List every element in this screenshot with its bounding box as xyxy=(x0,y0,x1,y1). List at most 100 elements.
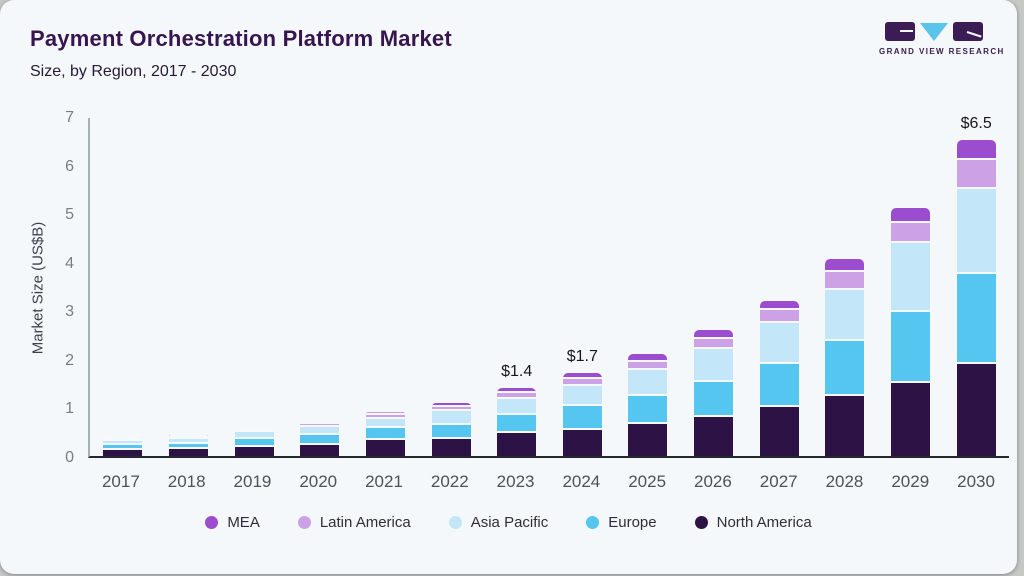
legend-label: MEA xyxy=(227,514,260,531)
segment-2022-latin-america xyxy=(431,406,471,412)
segment-2028-latin-america xyxy=(825,271,865,290)
segment-2027-north-america xyxy=(759,407,799,456)
stacked-bar-2027 xyxy=(759,300,799,456)
plot-area: $1.4 $1.7 $6.5 xyxy=(88,115,1009,458)
segment-2019-north-america xyxy=(234,446,274,456)
legend-dot-icon xyxy=(694,516,708,529)
segment-2018-europe xyxy=(168,443,208,450)
segment-2026-north-america xyxy=(694,416,734,456)
y-tick-3: 3 xyxy=(65,303,74,321)
segment-2026-latin-america xyxy=(694,338,734,350)
bar-slot-2024: $1.7 xyxy=(549,118,615,456)
stacked-bar-2025 xyxy=(628,354,668,456)
y-tick-5: 5 xyxy=(65,206,74,224)
legend-label: Asia Pacific xyxy=(470,514,549,531)
segment-2017-north-america xyxy=(103,450,143,456)
page-subtitle: Size, by Region, 2017 - 2030 xyxy=(30,63,237,80)
segment-2024-asia-pacific xyxy=(562,386,602,406)
x-tick-2026: 2026 xyxy=(694,472,732,491)
segment-2017-asia-pacific xyxy=(103,440,143,446)
y-tick-1: 1 xyxy=(65,400,74,418)
y-tick-0: 0 xyxy=(65,449,74,466)
y-axis-ticks: 0 1 2 3 4 5 6 7 xyxy=(0,109,74,466)
segment-2021-latin-america xyxy=(365,414,405,419)
bar-slot-2028 xyxy=(812,118,878,456)
segment-2018-north-america xyxy=(168,449,208,456)
segment-2029-europe xyxy=(891,312,930,383)
legend-item-europe: Europe xyxy=(586,514,657,531)
segment-2021-asia-pacific xyxy=(365,418,405,429)
x-tick-2018: 2018 xyxy=(167,472,206,491)
logo-g-mark xyxy=(900,30,913,32)
bar-slot-2025 xyxy=(615,118,681,456)
logo-v-triangle-icon xyxy=(920,23,948,41)
segment-2028-asia-pacific xyxy=(825,289,865,341)
legend-label: Europe xyxy=(608,514,657,531)
segment-2022-north-america xyxy=(431,438,471,456)
segment-2019-asia-pacific xyxy=(234,432,274,439)
segment-2030-asia-pacific xyxy=(956,188,996,274)
bar-slot-2029 xyxy=(878,118,944,456)
logo-brand-text: GRAND VIEW RESEARCH xyxy=(879,47,1005,56)
segment-2029-latin-america xyxy=(891,222,930,244)
segment-2022-asia-pacific xyxy=(431,411,471,425)
bar-slot-2022 xyxy=(418,118,484,456)
legend-item-mea: MEA xyxy=(205,514,260,531)
segment-2023-north-america xyxy=(497,433,537,456)
segment-2020-latin-america xyxy=(300,424,340,428)
segment-2025-north-america xyxy=(628,424,668,456)
bar-slot-2027 xyxy=(746,118,812,456)
value-label-2023: $1.4 xyxy=(501,363,533,380)
segment-2021-mea xyxy=(365,412,405,415)
stacked-bar-2021 xyxy=(365,412,405,456)
bar-slot-2020 xyxy=(287,118,353,456)
bar-slot-2018 xyxy=(156,118,222,456)
x-tick-2023: 2023 xyxy=(496,472,535,491)
segment-2021-europe xyxy=(365,428,405,441)
stacked-bar-2019 xyxy=(234,428,274,456)
x-tick-2019: 2019 xyxy=(233,472,272,491)
segment-2024-north-america xyxy=(562,430,602,456)
segment-2030-europe xyxy=(956,273,996,364)
stacked-bar-2017 xyxy=(103,436,143,456)
stacked-bar-2030 xyxy=(956,140,996,456)
segment-2024-latin-america xyxy=(562,379,602,387)
logo-r-mark xyxy=(966,31,982,38)
segment-2026-europe xyxy=(694,382,734,417)
segment-2027-europe xyxy=(759,363,799,408)
x-tick-2020: 2020 xyxy=(299,472,338,491)
stacked-bar-2026 xyxy=(694,329,734,456)
legend-dot-icon xyxy=(448,516,462,529)
logo-g-block xyxy=(885,22,915,41)
segment-2027-asia-pacific xyxy=(759,323,799,364)
segment-2018-mea xyxy=(168,434,208,437)
segment-2020-asia-pacific xyxy=(300,427,340,436)
segment-2029-north-america xyxy=(891,382,930,456)
x-tick-2022: 2022 xyxy=(430,472,469,491)
segment-2024-europe xyxy=(562,405,602,431)
logo-glyphs xyxy=(879,22,989,42)
legend-dot-icon xyxy=(586,516,600,529)
bar-slot-2026 xyxy=(681,118,747,456)
bar-slot-2019 xyxy=(221,118,287,456)
legend-item-north-america: North America xyxy=(694,514,812,531)
bar-slot-2023: $1.4 xyxy=(484,118,550,456)
segment-2030-latin-america xyxy=(956,159,996,189)
segment-2023-europe xyxy=(497,414,537,434)
segment-2030-mea xyxy=(956,140,996,160)
segment-2027-mea xyxy=(759,300,799,310)
segment-2025-asia-pacific xyxy=(628,370,668,396)
segment-2028-north-america xyxy=(825,396,865,456)
segment-2029-mea xyxy=(891,208,930,223)
segment-2020-europe xyxy=(300,435,340,445)
segment-2030-north-america xyxy=(956,363,996,456)
segment-2019-latin-america xyxy=(234,430,274,433)
segment-2017-europe xyxy=(103,445,143,451)
y-tick-7: 7 xyxy=(65,109,74,126)
segment-2025-mea xyxy=(628,354,668,362)
stacked-bar-2018 xyxy=(168,434,208,456)
segment-2026-asia-pacific xyxy=(694,349,734,383)
legend-dot-icon xyxy=(205,516,219,529)
segment-2024-mea xyxy=(562,373,602,380)
